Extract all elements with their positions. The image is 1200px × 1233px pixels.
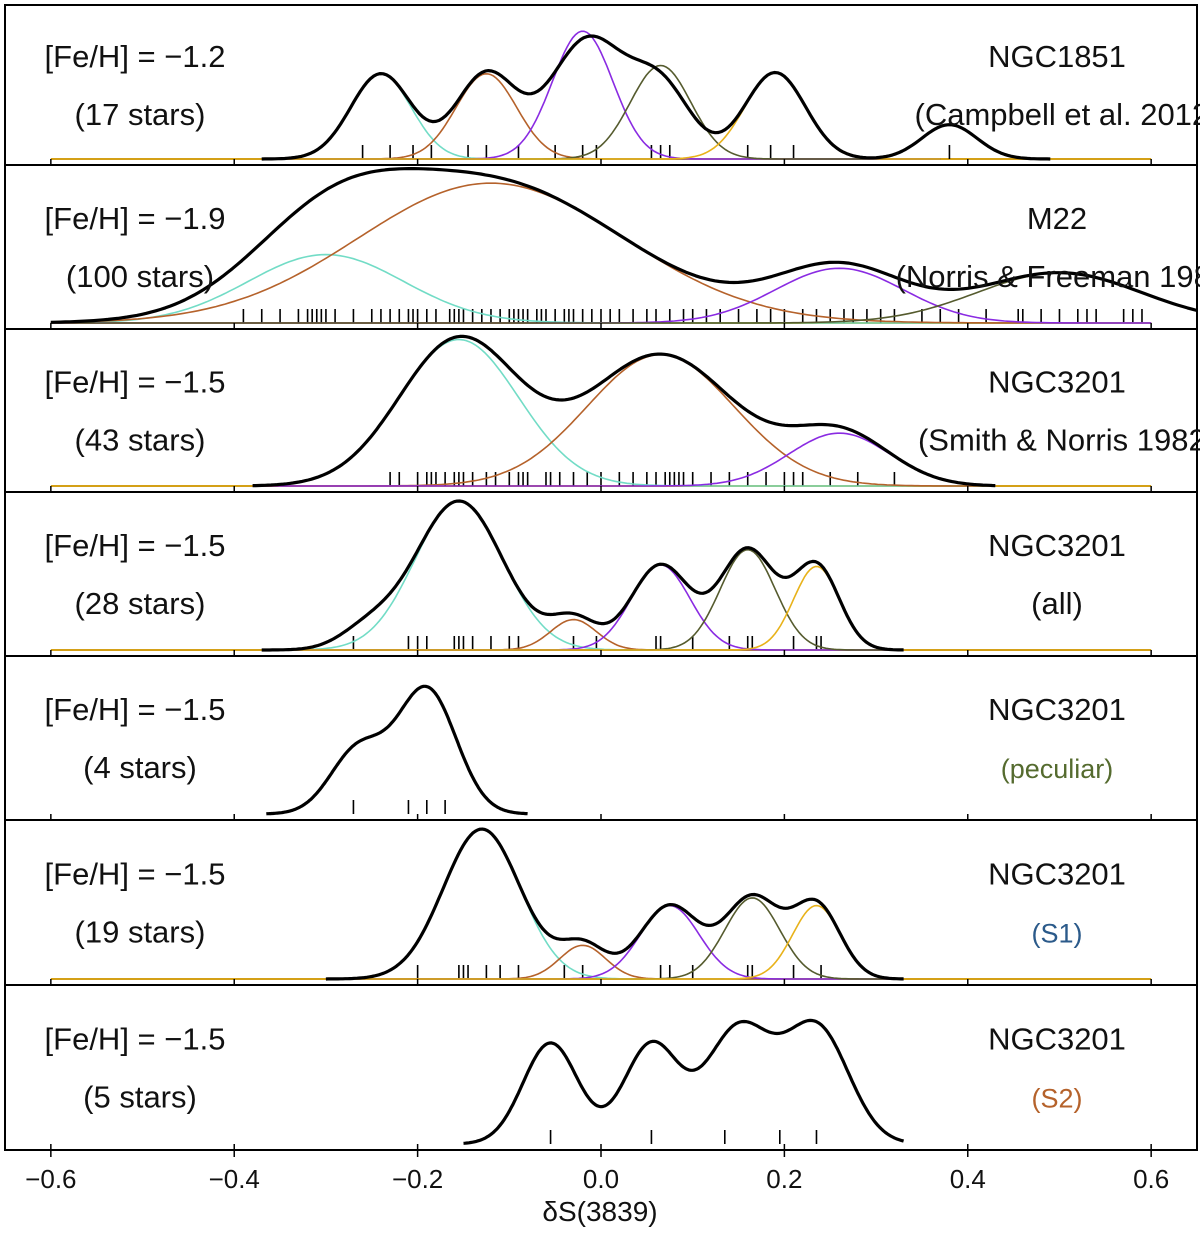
cluster-name-label: NGC3201 [988, 692, 1126, 727]
panel-2: [Fe/H] = −1.9 (100 stars) M22 (Norris & Fre… [4, 164, 1200, 330]
source-label: (all) [1031, 586, 1083, 621]
panel-1: [Fe/H] = −1.2 (17 stars) NGC1851 (Campbell … [4, 4, 1200, 166]
star-count-label: (28 stars) [75, 586, 206, 621]
component-curve-2 [261, 618, 904, 651]
source-label: (Smith & Norris 1982) [918, 423, 1200, 458]
component-curve-1 [261, 500, 904, 651]
metallicity-label: [Fe/H] = −1.5 [45, 365, 226, 400]
component-curve-2 [252, 353, 996, 487]
star-count-label: (43 stars) [75, 423, 206, 458]
component-curve-3 [261, 564, 904, 651]
cluster-name-label: NGC3201 [988, 365, 1126, 400]
source-label: (peculiar) [1001, 754, 1114, 784]
panel-frame [4, 491, 1198, 657]
panel-frame [4, 655, 1198, 821]
component-curve-3 [325, 904, 904, 980]
total-density-curve [463, 1018, 905, 1145]
cluster-name-label: NGC3201 [988, 1022, 1126, 1057]
star-count-label: (19 stars) [75, 915, 206, 950]
star-count-label: (100 stars) [66, 259, 214, 294]
metallicity-label: [Fe/H] = −1.2 [45, 39, 226, 74]
component-curve-5 [325, 904, 904, 980]
metallicity-label: [Fe/H] = −1.5 [45, 692, 226, 727]
x-tick-label: −0.2 [392, 1164, 443, 1194]
x-tick-label: 0.2 [766, 1164, 802, 1194]
panel-6: [Fe/H] = −1.5 (19 stars) NGC3201 (S1) [4, 819, 1198, 986]
cluster-name-label: M22 [1027, 201, 1087, 236]
panel-frame [4, 819, 1198, 986]
star-count-label: (5 stars) [83, 1080, 197, 1115]
panel-5: [Fe/H] = −1.5 (4 stars) NGC3201 (peculiar) [4, 655, 1198, 821]
cluster-name-label: NGC1851 [988, 39, 1126, 74]
x-tick-label: 0.6 [1133, 1164, 1169, 1194]
source-label: (Campbell et al. 2012) [915, 97, 1200, 132]
panels-group: [Fe/H] = −1.2 (17 stars) NGC1851 (Campbell … [4, 4, 1200, 1151]
panel-frame [4, 4, 1198, 166]
total-density-curve [50, 167, 1198, 324]
metallicity-label: [Fe/H] = −1.5 [45, 1022, 226, 1057]
component-curve-5 [261, 565, 904, 651]
x-tick-label: −0.6 [25, 1164, 76, 1194]
panel-frame [4, 328, 1198, 493]
total-density-curve [252, 334, 996, 488]
total-density-curve [261, 34, 1051, 161]
component-curve-3 [261, 30, 941, 160]
component-curve-1 [252, 338, 996, 487]
component-curve-3 [252, 432, 996, 487]
metallicity-label: [Fe/H] = −1.5 [45, 857, 226, 892]
cluster-name-label: NGC3201 [988, 528, 1126, 563]
x-axis: −0.6 −0.4 −0.2 0.0 0.2 0.4 0.6 [25, 1150, 1169, 1194]
star-count-label: (17 stars) [75, 97, 206, 132]
panel-4: [Fe/H] = −1.5 (28 stars) NGC3201 (all) [4, 491, 1198, 657]
panel-frame [4, 164, 1198, 330]
panel-3: [Fe/H] = −1.5 (43 stars) NGC3201 (Smith & N… [4, 328, 1200, 493]
component-curve-4 [261, 64, 941, 160]
x-axis-label: δS(3839) [542, 1196, 657, 1227]
total-density-curve [261, 499, 904, 652]
source-label: (Norris & Freeman 1983) [896, 259, 1200, 294]
component-curve-1 [325, 828, 904, 980]
x-tick-label: −0.4 [209, 1164, 260, 1194]
source-label: (S2) [1031, 1084, 1082, 1114]
panel-7: [Fe/H] = −1.5 (5 stars) NGC3201 (S2) [4, 984, 1198, 1151]
x-tick-label: 0.4 [950, 1164, 986, 1194]
metallicity-label: [Fe/H] = −1.9 [45, 201, 226, 236]
cluster-name-label: NGC3201 [988, 857, 1126, 892]
total-density-curve [325, 827, 904, 981]
panel-frame [4, 984, 1198, 1151]
star-count-label: (4 stars) [83, 750, 197, 785]
total-density-curve [265, 684, 529, 816]
x-tick-label: 0.0 [583, 1164, 619, 1194]
metallicity-label: [Fe/H] = −1.5 [45, 528, 226, 563]
source-label: (S1) [1031, 919, 1082, 949]
